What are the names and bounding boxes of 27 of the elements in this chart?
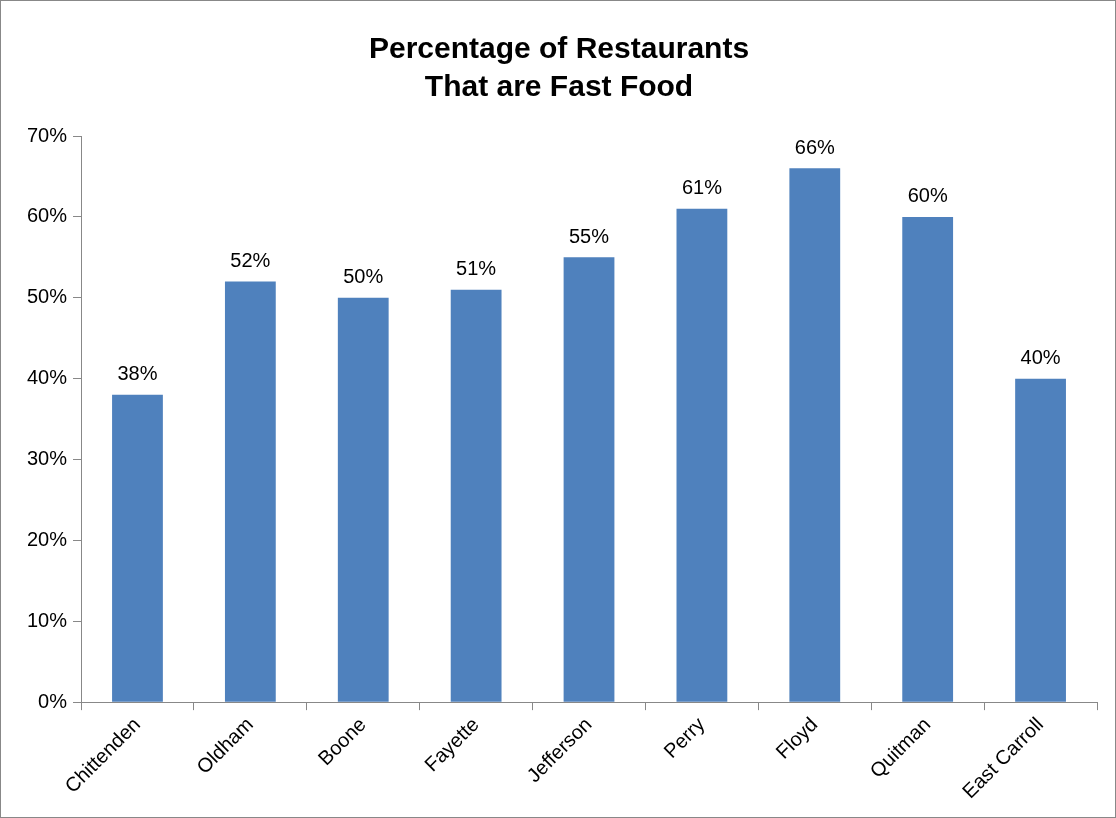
data-label: 38% xyxy=(117,362,158,385)
bar xyxy=(902,216,954,702)
y-tick-label: 0% xyxy=(38,689,68,712)
y-tick-label: 30% xyxy=(27,447,68,470)
bar xyxy=(1015,378,1066,702)
y-tick-label: 70% xyxy=(27,123,68,146)
y-tick-label: 20% xyxy=(27,527,68,550)
y-tick-label: 40% xyxy=(27,366,68,389)
y-tick-label: 10% xyxy=(27,608,68,631)
data-label: 52% xyxy=(230,249,271,272)
data-label: 40% xyxy=(1020,346,1061,369)
data-label: 55% xyxy=(569,224,610,247)
bar xyxy=(789,168,841,702)
bar xyxy=(450,289,502,702)
bar xyxy=(224,281,276,702)
bar xyxy=(337,297,389,702)
bar xyxy=(563,257,615,702)
bar xyxy=(676,208,728,702)
y-tick-label: 50% xyxy=(27,285,68,308)
data-label: 50% xyxy=(343,265,384,288)
chart-title: Percentage of Restaurants That are Fast Food xyxy=(368,31,750,102)
data-label: 61% xyxy=(681,176,723,199)
bar xyxy=(112,394,163,702)
data-label: 51% xyxy=(456,257,497,280)
y-tick-label: 60% xyxy=(27,204,68,227)
data-label: 60% xyxy=(907,184,948,207)
data-label: 66% xyxy=(794,135,836,158)
